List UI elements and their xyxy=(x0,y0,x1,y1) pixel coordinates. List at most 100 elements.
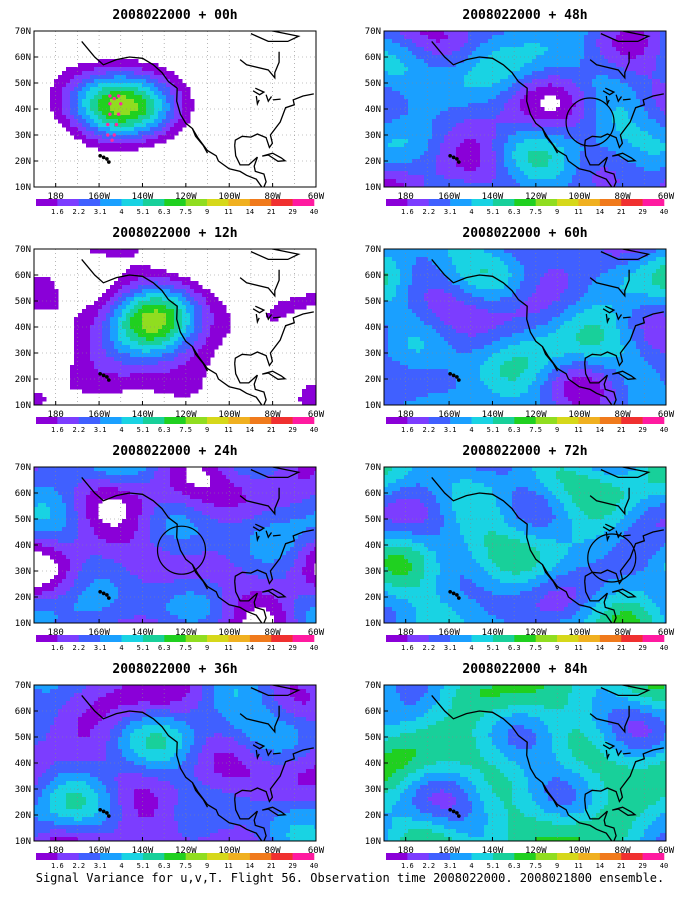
colorbar: 1.6 2.2 3.1 4 5.1 6.3 7.5 9 11 14 21 29 40 xyxy=(386,853,668,870)
colorbar-label: 1.6 xyxy=(51,644,64,652)
shaded-field xyxy=(384,685,666,841)
colorbar-label: 29 xyxy=(288,862,296,870)
colorbar-label: 7.5 xyxy=(179,644,192,652)
lat-tick-label: 10N xyxy=(15,401,31,411)
colorbar-label: 5.1 xyxy=(137,426,150,434)
shaded-field xyxy=(384,467,666,623)
colorbar: 1.6 2.2 3.1 4 5.1 6.3 7.5 9 11 14 21 29 40 xyxy=(36,417,318,434)
map-panel: 2008022000 + 12h 10N 20N 30N 40N 50N 60N 70N 180… xyxy=(0,218,350,436)
lon-tick-label: 80W xyxy=(614,192,631,202)
colorbar-label: 7.5 xyxy=(529,426,542,434)
figure-caption: Signal Variance for u,v,T. Flight 56. Ob… xyxy=(35,871,665,885)
lon-tick-label: 180 xyxy=(398,410,414,420)
lat-tick-label: 30N xyxy=(15,785,31,795)
lat-tick-label: 40N xyxy=(365,323,381,333)
lat-tick-label: 50N xyxy=(365,297,381,307)
lon-tick-label: 120W xyxy=(175,192,197,202)
lat-tick-label: 10N xyxy=(365,183,381,193)
lat-tick-label: 10N xyxy=(365,619,381,629)
colorbar-label: 9 xyxy=(205,208,209,216)
colorbar-label: 3.1 xyxy=(94,644,107,652)
lon-tick-label: 140W xyxy=(482,410,504,420)
lon-tick-label: 180 xyxy=(48,410,64,420)
colorbar-label: 3.1 xyxy=(94,208,107,216)
colorbar-label: 3.1 xyxy=(94,862,107,870)
colorbar-label: 1.6 xyxy=(51,426,64,434)
colorbar-label: 4 xyxy=(469,426,473,434)
colorbar-label: 11 xyxy=(224,208,232,216)
coastline xyxy=(431,31,664,187)
lon-tick-label: 140W xyxy=(482,192,504,202)
lat-tick-label: 60N xyxy=(365,53,381,63)
lon-tick-label: 60W xyxy=(308,628,325,638)
colorbar-label: 4 xyxy=(119,862,123,870)
lon-tick-label: 180 xyxy=(398,192,414,202)
colorbar-label: 29 xyxy=(638,644,646,652)
lon-tick-label: 80W xyxy=(264,410,281,420)
colorbar-label: 29 xyxy=(638,426,646,434)
colorbar-label: 3.1 xyxy=(444,208,457,216)
map-panel: 2008022000 + 48h 10N 20N 30N 40N 50N 60N 70N 180… xyxy=(350,0,700,218)
lat-tick-label: 30N xyxy=(365,131,381,141)
colorbar-label: 40 xyxy=(660,426,668,434)
colorbar-label: 6.3 xyxy=(158,426,171,434)
lon-tick-label: 180 xyxy=(48,628,64,638)
colorbar-label: 1.6 xyxy=(51,208,64,216)
lat-tick-label: 10N xyxy=(365,401,381,411)
lon-tick-label: 140W xyxy=(132,192,154,202)
colorbar-label: 6.3 xyxy=(508,426,521,434)
lat-tick-label: 60N xyxy=(15,489,31,499)
variance-map: 10N 20N 30N 40N 50N 60N 70N 180 160W 140W 120W 100W… xyxy=(15,681,325,870)
colorbar: 1.6 2.2 3.1 4 5.1 6.3 7.5 9 11 14 21 29 40 xyxy=(386,635,668,652)
panel-title: 2008022000 + 00h xyxy=(112,8,238,23)
lat-tick-label: 40N xyxy=(15,759,31,769)
panel-title: 2008022000 + 72h xyxy=(462,444,588,459)
colorbar-label: 40 xyxy=(660,862,668,870)
lat-tick-label: 40N xyxy=(15,541,31,551)
colorbar-label: 9 xyxy=(205,426,209,434)
lon-tick-label: 60W xyxy=(308,192,325,202)
lon-tick-label: 160W xyxy=(438,628,460,638)
panel-title: 2008022000 + 48h xyxy=(462,8,588,23)
colorbar-label: 2.2 xyxy=(72,426,85,434)
colorbar-label: 11 xyxy=(224,644,232,652)
lon-tick-label: 180 xyxy=(48,192,64,202)
colorbar-label: 21 xyxy=(267,644,275,652)
colorbar-label: 5.1 xyxy=(137,208,150,216)
lon-tick-label: 100W xyxy=(568,192,590,202)
lon-tick-label: 60W xyxy=(308,410,325,420)
colorbar-label: 1.6 xyxy=(401,862,414,870)
colorbar-label: 40 xyxy=(660,644,668,652)
panel-title: 2008022000 + 24h xyxy=(112,444,238,459)
shaded-field xyxy=(34,249,316,405)
lat-tick-label: 50N xyxy=(365,515,381,525)
colorbar-label: 2.2 xyxy=(422,644,435,652)
lon-tick-label: 140W xyxy=(482,846,504,856)
lat-tick-label: 70N xyxy=(15,463,31,473)
coastline xyxy=(431,249,664,405)
colorbar-label: 2.2 xyxy=(72,644,85,652)
lon-tick-label: 60W xyxy=(308,846,325,856)
colorbar-label: 6.3 xyxy=(508,208,521,216)
lat-tick-label: 60N xyxy=(15,707,31,717)
lat-tick-label: 40N xyxy=(365,759,381,769)
lon-tick-label: 100W xyxy=(568,628,590,638)
lon-tick-label: 160W xyxy=(438,192,460,202)
variance-map: 10N 20N 30N 40N 50N 60N 70N 180 160W 140W 120W 100W… xyxy=(365,27,675,216)
lat-tick-label: 40N xyxy=(15,105,31,115)
colorbar-label: 40 xyxy=(310,208,318,216)
colorbar-label: 11 xyxy=(574,208,582,216)
variance-map: 10N 20N 30N 40N 50N 60N 70N 180 160W 140W 120W 100W… xyxy=(365,681,675,870)
panel-title: 2008022000 + 12h xyxy=(112,226,238,241)
lon-tick-label: 120W xyxy=(525,846,547,856)
variance-map: 10N 20N 30N 40N 50N 60N 70N 180 160W 140W 120W 100W… xyxy=(15,27,325,216)
lon-tick-label: 100W xyxy=(568,846,590,856)
shaded-field xyxy=(34,685,316,841)
lon-tick-label: 120W xyxy=(525,410,547,420)
lat-tick-label: 30N xyxy=(15,349,31,359)
colorbar-label: 3.1 xyxy=(444,426,457,434)
colorbar-label: 2.2 xyxy=(72,862,85,870)
lat-tick-label: 50N xyxy=(15,79,31,89)
colorbar-label: 5.1 xyxy=(137,644,150,652)
panel-title: 2008022000 + 60h xyxy=(462,226,588,241)
